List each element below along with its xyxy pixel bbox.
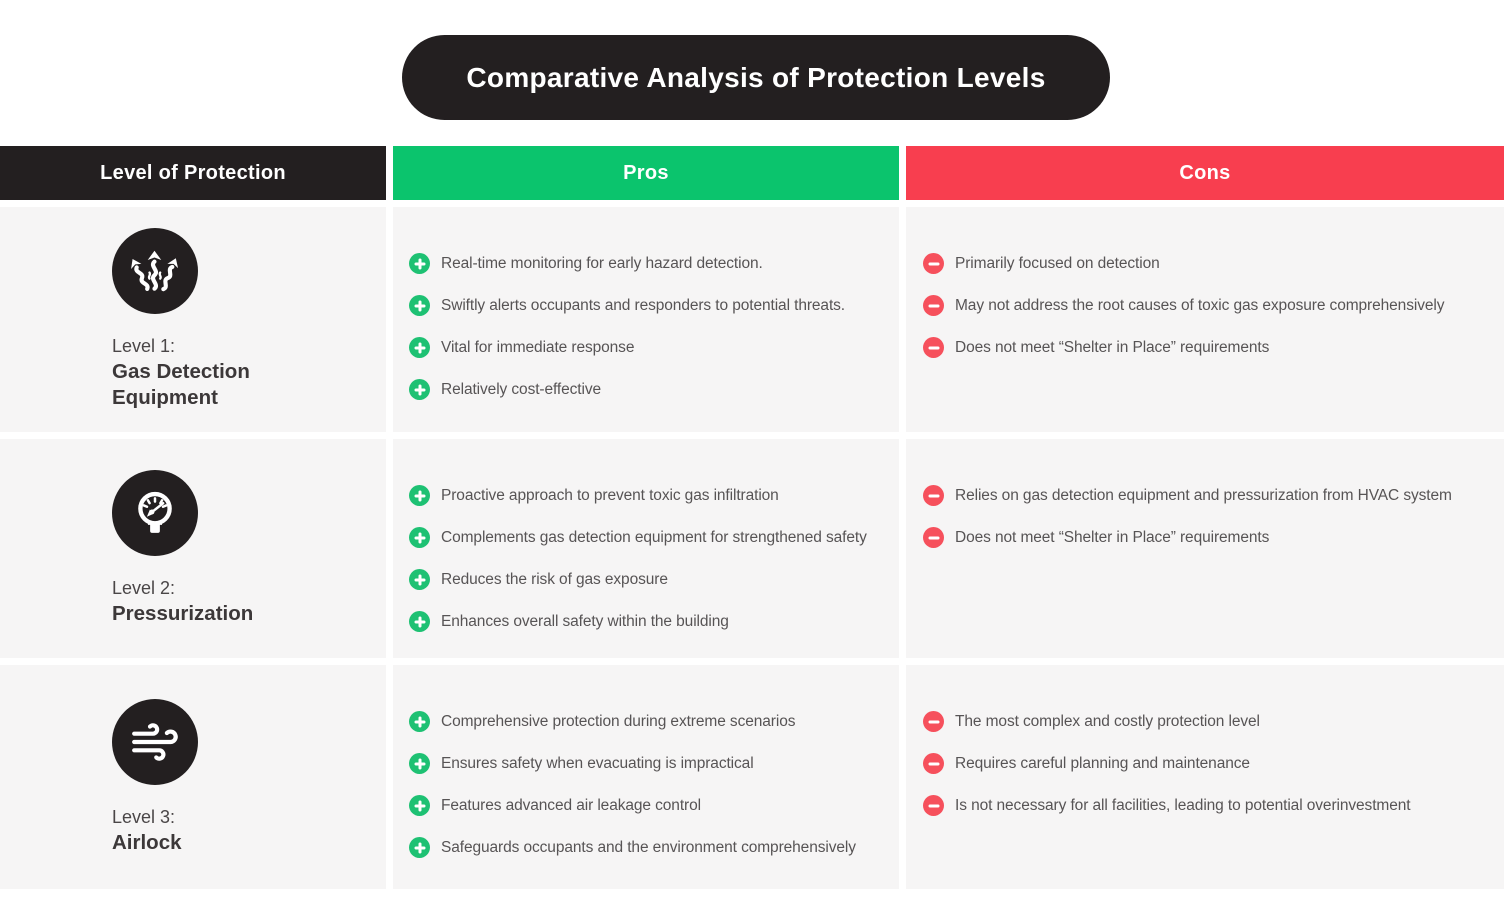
plus-icon xyxy=(409,837,430,858)
pro-item: Relatively cost-effective xyxy=(409,379,893,400)
pro-item: Swiftly alerts occupants and responders … xyxy=(409,295,893,316)
minus-icon xyxy=(923,711,944,732)
level-cell-gas-detection: Level 1: Gas Detection Equipment xyxy=(0,207,386,432)
pros-cell-pressurization: Proactive approach to prevent toxic gas … xyxy=(393,439,899,658)
pro-item: Real-time monitoring for early hazard de… xyxy=(409,253,893,274)
plus-icon xyxy=(409,711,430,732)
plus-icon xyxy=(409,337,430,358)
level-cell-pressurization: Level 2: Pressurization xyxy=(0,439,386,658)
pros-list: Proactive approach to prevent toxic gas … xyxy=(393,439,899,632)
minus-icon xyxy=(923,485,944,506)
con-text: The most complex and costly protection l… xyxy=(955,713,1260,730)
pro-item: Vital for immediate response xyxy=(409,337,893,358)
pro-item: Comprehensive protection during extreme … xyxy=(409,711,893,732)
pro-text: Relatively cost-effective xyxy=(441,381,602,398)
pros-list: Comprehensive protection during extreme … xyxy=(393,665,899,858)
con-item: Does not meet “Shelter in Place” require… xyxy=(923,337,1500,358)
pro-text: Real-time monitoring for early hazard de… xyxy=(441,255,763,272)
level-name: Gas Detection Equipment xyxy=(112,360,250,409)
cons-cell-pressurization: Relies on gas detection equipment and pr… xyxy=(906,439,1504,658)
plus-icon xyxy=(409,569,430,590)
con-item: May not address the root causes of toxic… xyxy=(923,295,1500,316)
con-item: Is not necessary for all facilities, lea… xyxy=(923,795,1500,816)
con-text: Requires careful planning and maintenanc… xyxy=(955,755,1250,772)
plus-icon xyxy=(409,295,430,316)
pro-text: Vital for immediate response xyxy=(441,339,635,356)
pro-item: Complements gas detection equipment for … xyxy=(409,527,893,548)
pro-text: Proactive approach to prevent toxic gas … xyxy=(441,487,779,504)
cons-list: The most complex and costly protection l… xyxy=(906,665,1504,816)
pros-cell-airlock: Comprehensive protection during extreme … xyxy=(393,665,899,889)
level-label: Level 1: xyxy=(112,336,176,356)
minus-icon xyxy=(923,527,944,548)
con-text: Primarily focused on detection xyxy=(955,255,1160,272)
pro-item: Reduces the risk of gas exposure xyxy=(409,569,893,590)
pro-item: Features advanced air leakage control xyxy=(409,795,893,816)
pro-item: Safeguards occupants and the environment… xyxy=(409,837,893,858)
plus-icon xyxy=(409,753,430,774)
pro-item: Enhances overall safety within the build… xyxy=(409,611,893,632)
plus-icon xyxy=(409,253,430,274)
comparison-table: Level of Protection Pros Cons xyxy=(0,146,1504,889)
minus-icon xyxy=(923,337,944,358)
page-title: Comparative Analysis of Protection Level… xyxy=(402,35,1110,120)
pro-item: Ensures safety when evacuating is imprac… xyxy=(409,753,893,774)
con-item: Primarily focused on detection xyxy=(923,253,1500,274)
minus-icon xyxy=(923,753,944,774)
plus-icon xyxy=(409,485,430,506)
con-text: Does not meet “Shelter in Place” require… xyxy=(955,339,1270,356)
pro-text: Safeguards occupants and the environment… xyxy=(441,839,856,856)
cons-list: Primarily focused on detection May not a… xyxy=(906,207,1504,358)
plus-icon xyxy=(409,611,430,632)
pro-text: Enhances overall safety within the build… xyxy=(441,613,729,630)
header-level-of-protection: Level of Protection xyxy=(0,146,386,200)
con-item: Requires careful planning and maintenanc… xyxy=(923,753,1500,774)
wind-icon xyxy=(112,698,198,785)
pros-cell-gas-detection: Real-time monitoring for early hazard de… xyxy=(393,207,899,432)
con-text: Is not necessary for all facilities, lea… xyxy=(955,797,1411,814)
plus-icon xyxy=(409,527,430,548)
con-item: Relies on gas detection equipment and pr… xyxy=(923,485,1500,506)
cons-cell-gas-detection: Primarily focused on detection May not a… xyxy=(906,207,1504,432)
cons-list: Relies on gas detection equipment and pr… xyxy=(906,439,1504,548)
pros-list: Real-time monitoring for early hazard de… xyxy=(393,207,899,400)
level-label: Level 2: xyxy=(112,578,176,598)
con-item: Does not meet “Shelter in Place” require… xyxy=(923,527,1500,548)
con-text: May not address the root causes of toxic… xyxy=(955,297,1445,314)
con-item: The most complex and costly protection l… xyxy=(923,711,1500,732)
cons-cell-airlock: The most complex and costly protection l… xyxy=(906,665,1504,889)
plus-icon xyxy=(409,379,430,400)
pro-text: Complements gas detection equipment for … xyxy=(441,529,867,546)
pro-text: Swiftly alerts occupants and responders … xyxy=(441,297,846,314)
pro-text: Ensures safety when evacuating is imprac… xyxy=(441,755,754,772)
con-text: Does not meet “Shelter in Place” require… xyxy=(955,529,1270,546)
pro-text: Comprehensive protection during extreme … xyxy=(441,713,796,730)
pro-item: Proactive approach to prevent toxic gas … xyxy=(409,485,893,506)
level-name: Pressurization xyxy=(112,602,254,625)
pro-text: Features advanced air leakage control xyxy=(441,797,701,814)
minus-icon xyxy=(923,295,944,316)
con-text: Relies on gas detection equipment and pr… xyxy=(955,487,1452,504)
level-cell-airlock: Level 3: Airlock xyxy=(0,665,386,889)
header-pros: Pros xyxy=(393,146,899,200)
pressure-gauge-icon xyxy=(112,470,198,556)
plus-icon xyxy=(409,795,430,816)
pro-text: Reduces the risk of gas exposure xyxy=(441,571,668,588)
minus-icon xyxy=(923,795,944,816)
level-name: Airlock xyxy=(112,830,182,854)
gas-fumes-icon xyxy=(112,228,198,314)
header-cons: Cons xyxy=(906,146,1504,200)
title-bar: Comparative Analysis of Protection Level… xyxy=(0,0,1512,120)
level-label: Level 3: xyxy=(112,806,176,827)
minus-icon xyxy=(923,253,944,274)
